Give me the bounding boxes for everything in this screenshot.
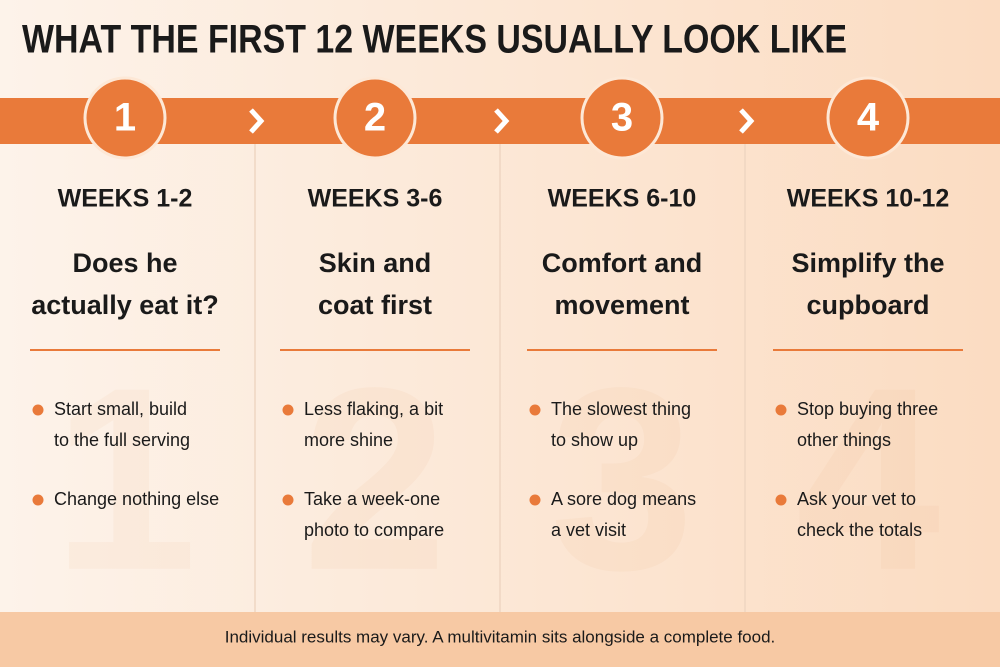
bullet-dot [32, 404, 44, 416]
bullet-dot [529, 404, 541, 416]
step-weeks: WEEKS 6-10 [548, 185, 697, 213]
bullet-text: Start small, build [54, 399, 187, 419]
bullet-dot [282, 404, 294, 416]
bullet-text: to show up [551, 430, 638, 450]
footer-band [0, 612, 1000, 667]
bullet-text: Ask your vet to [797, 489, 916, 509]
bullet-dot [282, 494, 294, 506]
step-heading: movement [554, 290, 689, 320]
step-circle [83, 76, 167, 160]
step-heading: Skin and [319, 248, 432, 278]
bullet-text: Take a week-one [304, 489, 440, 509]
page-title: WHAT THE FIRST 12 WEEKS USUALLY LOOK LIK… [22, 18, 847, 62]
step-heading: Comfort and [542, 248, 702, 278]
watermark-number: 4 [796, 335, 942, 625]
bullet-dot [529, 494, 541, 506]
step-number: 4 [857, 96, 880, 140]
step-circle [826, 76, 910, 160]
step-weeks: WEEKS 1-2 [58, 185, 193, 213]
bullet-text: Less flaking, a bit [304, 399, 443, 419]
bullet-text: to the full serving [54, 430, 190, 450]
step-heading: coat first [318, 290, 432, 320]
bullet-text: photo to compare [304, 520, 444, 540]
step-circle [580, 76, 664, 160]
step-number: 2 [364, 96, 386, 140]
step-heading: Does he [72, 248, 177, 278]
watermark-number: 3 [550, 335, 695, 625]
bullet-text: A sore dog means [551, 489, 696, 509]
bullet-text: The slowest thing [551, 399, 691, 419]
step-heading: Simplify the [791, 248, 944, 278]
step-heading: actually eat it? [31, 290, 219, 320]
watermark-number: 1 [53, 335, 198, 625]
bullet-text: Stop buying three [797, 399, 938, 419]
step-number: 1 [114, 96, 136, 140]
bullet-dot [32, 494, 44, 506]
step-number: 3 [611, 96, 633, 140]
bullet-dot [775, 494, 787, 506]
bullet-dot [775, 404, 787, 416]
bullet-text: check the totals [797, 520, 922, 540]
column-dividers [254, 144, 746, 612]
bullet-text: other things [797, 430, 891, 450]
step-weeks: WEEKS 10-12 [787, 185, 950, 213]
bullet-text: Change nothing else [54, 489, 219, 509]
bullet-text: a vet visit [551, 520, 626, 540]
bullet-text: more shine [304, 430, 393, 450]
chevrons [249, 108, 755, 134]
step-circle [333, 76, 417, 160]
watermark-number: 2 [303, 335, 448, 625]
step-heading: cupboard [806, 290, 929, 320]
step-weeks: WEEKS 3-6 [308, 185, 443, 213]
footer-note: Individual results may vary. A multivita… [225, 627, 776, 646]
